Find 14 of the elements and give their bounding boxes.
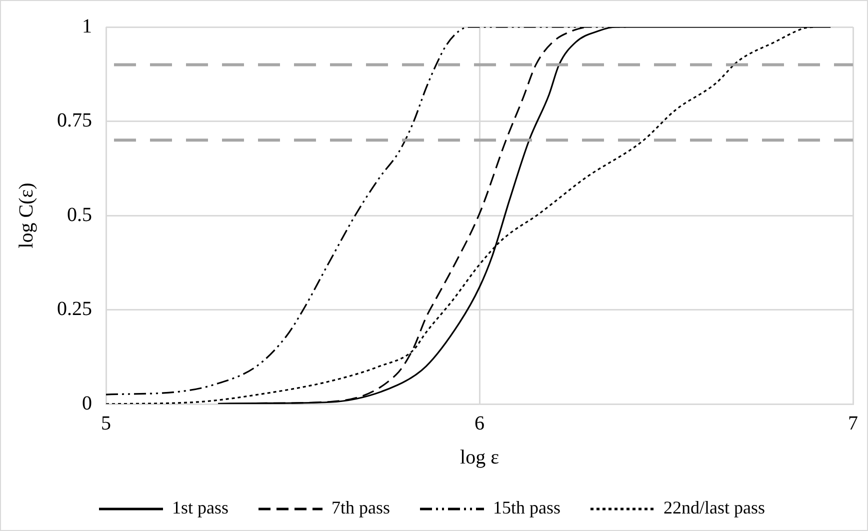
x-tick-label: 5: [101, 412, 111, 434]
x-tick-label: 7: [848, 412, 858, 434]
legend-label: 7th pass: [332, 498, 390, 518]
legend-label: 1st pass: [172, 498, 229, 518]
y-tick-label: 0.75: [57, 110, 92, 132]
x-axis-title: log ε: [460, 446, 499, 468]
y-tick-label: 1: [82, 15, 92, 38]
y-tick-label: 0: [82, 392, 92, 414]
legend-label: 22nd/last pass: [664, 498, 766, 518]
y-tick-label: 0.5: [67, 204, 92, 226]
legend-label: 15th pass: [493, 498, 561, 518]
y-tick-label: 0.25: [57, 298, 92, 320]
x-tick-label: 6: [474, 412, 484, 434]
y-axis-title: log C(ε): [15, 182, 38, 248]
